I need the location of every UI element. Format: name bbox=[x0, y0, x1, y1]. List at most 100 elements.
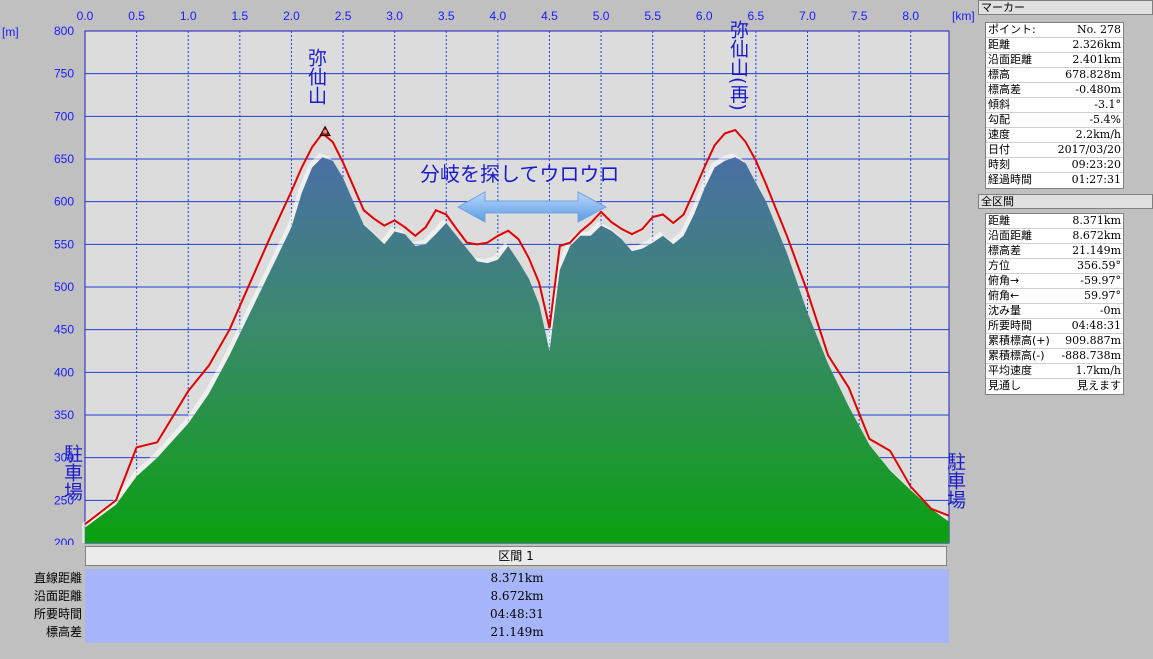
x-tick-6.0: 6.0 bbox=[696, 9, 713, 23]
marker-panel-row: 時刻 09:23:20 bbox=[986, 158, 1123, 173]
x-tick-0.0: 0.0 bbox=[77, 9, 94, 23]
marker-icon[interactable] bbox=[319, 125, 331, 137]
total-panel-value: 04:48:31 bbox=[1071, 319, 1121, 332]
y-tick-250: 250 bbox=[54, 493, 74, 507]
y-tick-300: 300 bbox=[54, 451, 74, 465]
y-tick-550: 550 bbox=[54, 237, 74, 251]
total-panel-row: 方位 356.59° bbox=[986, 259, 1123, 274]
marker-panel-row: 経過時間 01:27:31 bbox=[986, 173, 1123, 188]
total-panel-value: 21.149m bbox=[1072, 244, 1121, 257]
marker-dot bbox=[323, 129, 328, 134]
start-label: 駐車場 bbox=[61, 444, 83, 502]
total-panel-row: 俯角→ -59.97° bbox=[986, 274, 1123, 289]
marker-panel-label: 距離 bbox=[988, 38, 1010, 51]
total-panel-title: 全区間 bbox=[978, 194, 1153, 209]
total-panel-label: 平均速度 bbox=[988, 364, 1032, 377]
x-tick-1.0: 1.0 bbox=[180, 9, 197, 23]
summary-label-surface-distance: 沿面距離 bbox=[33, 589, 82, 603]
total-panel-label: 標高差 bbox=[988, 244, 1021, 257]
y-unit-label: [m] bbox=[2, 25, 19, 39]
y-tick-800: 800 bbox=[54, 24, 74, 38]
total-panel-row: 標高差 21.149m bbox=[986, 244, 1123, 259]
x-tick-labels: 0.0 0.5 1.0 1.5 2.0 2.5 3.0 3.5 4.0 4.5 5.0 5.5 6.0 6… bbox=[77, 9, 920, 23]
section-summary: 8.371km 8.672km 04:48:31 21.149m bbox=[85, 569, 949, 643]
elevation-chart[interactable]: 0.0 0.5 1.0 1.5 2.0 2.5 3.0 3.5 4.0 4.5 5.0 5.5 6.0 6… bbox=[0, 0, 978, 545]
total-panel-row: 見通し 見えます bbox=[986, 379, 1123, 394]
total-panel-row: 所要時間 04:48:31 bbox=[986, 319, 1123, 334]
total-panel-row: 距離 8.371km bbox=[986, 214, 1123, 229]
y-tick-labels: 800 750 700 650 600 550 500 450 400 350 300 250 200 bbox=[54, 24, 74, 545]
marker-panel-value: 2.2km/h bbox=[1075, 128, 1121, 141]
x-tick-7.5: 7.5 bbox=[851, 9, 868, 23]
marker-panel-table: ポイント: No. 278 距離 2.326km 沿面距離 2.401km 標高 678.82… bbox=[985, 22, 1124, 189]
total-panel-value: 1.7km/h bbox=[1075, 364, 1121, 377]
total-panel-row: 沈み量 -0m bbox=[986, 304, 1123, 319]
marker-panel-row: ポイント: No. 278 bbox=[986, 23, 1123, 38]
total-panel-label: 沈み量 bbox=[988, 304, 1021, 317]
total-panel-value: -888.738m bbox=[1061, 349, 1121, 362]
x-tick-8.0: 8.0 bbox=[902, 9, 919, 23]
x-tick-0.5: 0.5 bbox=[128, 9, 145, 23]
y-tick-650: 650 bbox=[54, 152, 74, 166]
x-tick-3.0: 3.0 bbox=[386, 9, 403, 23]
x-tick-5.0: 5.0 bbox=[593, 9, 610, 23]
total-panel-row: 俯角← 59.97° bbox=[986, 289, 1123, 304]
total-panel-row: 累積標高(+) 909.887m bbox=[986, 334, 1123, 349]
total-panel-value: -59.97° bbox=[1080, 274, 1121, 287]
total-panel-label: 俯角← bbox=[988, 289, 1020, 302]
summary-label-duration: 所要時間 bbox=[33, 607, 82, 621]
middle-annotation: 分岐を探してウロウロ bbox=[420, 162, 619, 186]
summary-value-surface-distance: 8.672km bbox=[490, 589, 544, 603]
track-line bbox=[84, 128, 950, 525]
marker-panel-row: 速度 2.2km/h bbox=[986, 128, 1123, 143]
y-tick-350: 350 bbox=[54, 408, 74, 422]
summary-value-straight-distance: 8.371km bbox=[490, 571, 544, 585]
marker-panel-label: 速度 bbox=[988, 128, 1010, 141]
total-panel-row: 累積標高(-) -888.738m bbox=[986, 349, 1123, 364]
total-panel-value: 356.59° bbox=[1077, 259, 1121, 272]
terrain-area bbox=[85, 157, 949, 544]
marker-panel-row: 沿面距離 2.401km bbox=[986, 53, 1123, 68]
x-tick-4.5: 4.5 bbox=[541, 9, 558, 23]
y-tick-500: 500 bbox=[54, 280, 74, 294]
marker-panel-row: 標高 678.828m bbox=[986, 68, 1123, 83]
total-panel-value: 見えます bbox=[1077, 379, 1121, 392]
x-tick-1.5: 1.5 bbox=[231, 9, 248, 23]
total-panel-label: 方位 bbox=[988, 259, 1010, 272]
marker-panel-row: 標高差 -0.480m bbox=[986, 83, 1123, 98]
x-tick-3.5: 3.5 bbox=[438, 9, 455, 23]
marker-panel-value: 01:27:31 bbox=[1071, 173, 1121, 186]
info-panel: マーカー ポイント: No. 278 距離 2.326km 沿面距離 2.401km 標高 6… bbox=[978, 0, 1153, 659]
x-tick-5.5: 5.5 bbox=[644, 9, 661, 23]
peak2-label: 弥仙山(再) bbox=[727, 20, 749, 111]
total-panel-label: 見通し bbox=[988, 379, 1021, 392]
marker-panel-value: 2.326km bbox=[1072, 38, 1121, 51]
marker-panel-label: 経過時間 bbox=[988, 173, 1032, 186]
total-panel-value: 909.887m bbox=[1065, 334, 1121, 347]
x-unit-label: [km] bbox=[952, 9, 975, 23]
y-tick-200: 200 bbox=[54, 536, 74, 545]
marker-panel-label: ポイント: bbox=[988, 23, 1036, 36]
y-tick-450: 450 bbox=[54, 323, 74, 337]
total-panel-label: 所要時間 bbox=[988, 319, 1032, 332]
section-header[interactable]: 区間 1 bbox=[85, 546, 947, 566]
marker-panel-label: 沿面距離 bbox=[988, 53, 1032, 66]
total-panel-row: 平均速度 1.7km/h bbox=[986, 364, 1123, 379]
summary-value-duration: 04:48:31 bbox=[490, 607, 544, 621]
peak1-label: 弥仙山 bbox=[305, 48, 327, 105]
marker-panel-value: 2017/03/20 bbox=[1057, 143, 1121, 156]
x-tick-7.0: 7.0 bbox=[799, 9, 816, 23]
marker-panel-label: 標高差 bbox=[988, 83, 1021, 96]
marker-panel-title: マーカー bbox=[978, 0, 1153, 15]
end-label: 駐車場 bbox=[944, 452, 966, 510]
y-tick-750: 750 bbox=[54, 67, 74, 81]
marker-panel-value: -0.480m bbox=[1075, 83, 1121, 96]
total-panel-value: 59.97° bbox=[1084, 289, 1121, 302]
total-panel-row: 沿面距離 8.672km bbox=[986, 229, 1123, 244]
x-tick-2.0: 2.0 bbox=[283, 9, 300, 23]
marker-panel-row: 勾配 -5.4% bbox=[986, 113, 1123, 128]
total-panel-label: 累積標高(-) bbox=[988, 349, 1045, 362]
total-panel-label: 沿面距離 bbox=[988, 229, 1032, 242]
marker-panel-value: 678.828m bbox=[1065, 68, 1121, 81]
summary-value-elevation-diff: 21.149m bbox=[490, 625, 544, 639]
